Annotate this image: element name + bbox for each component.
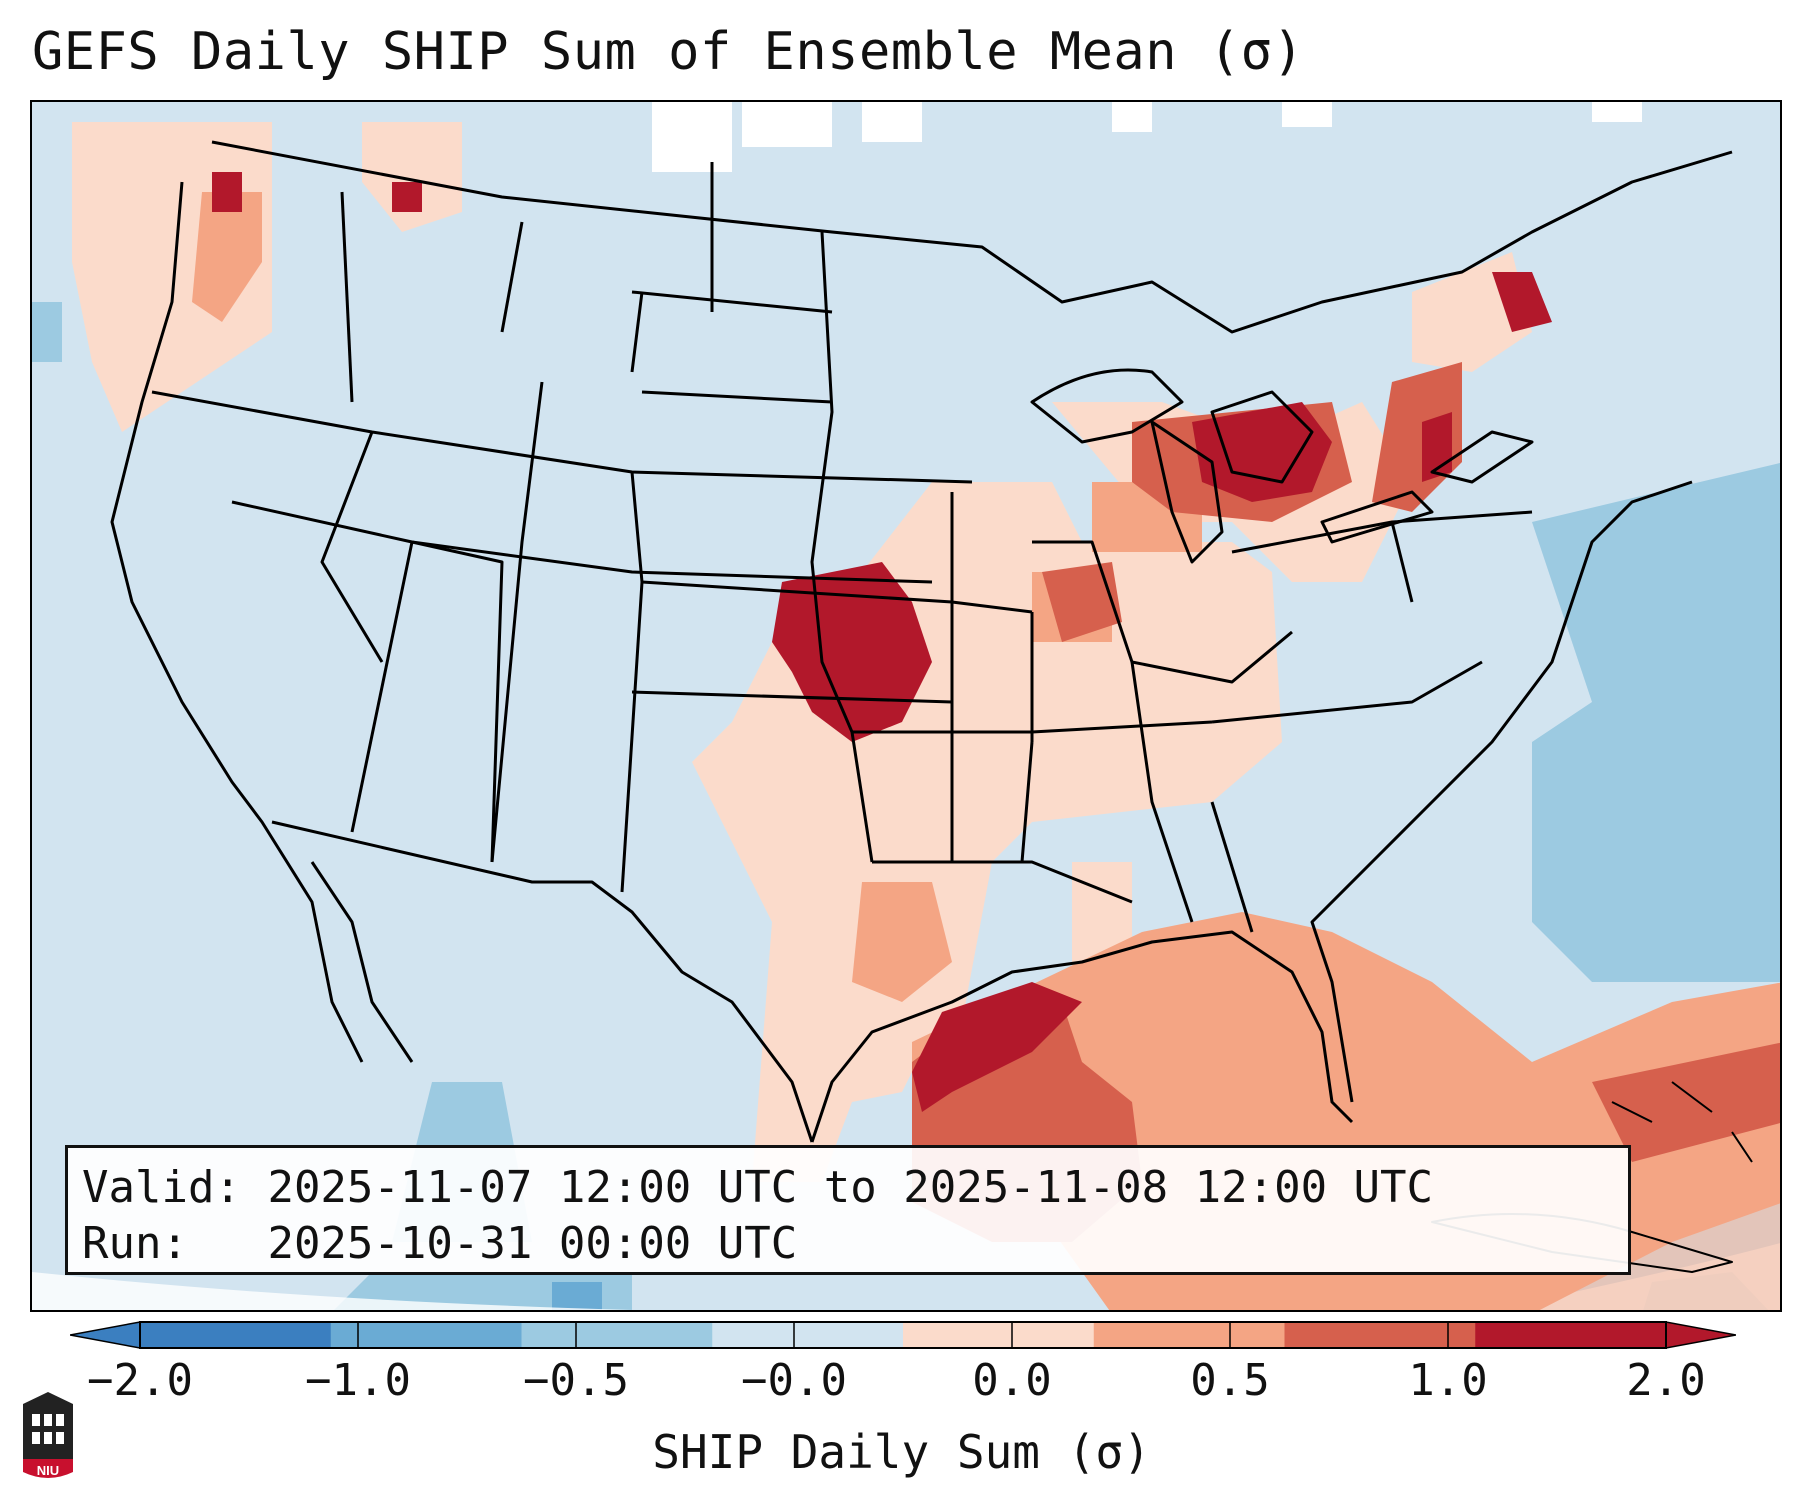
colorbar-segment: [330, 1322, 522, 1348]
colorbar-tick-label: 0.5: [1190, 1355, 1270, 1406]
extreme-positive-anomalies: [212, 172, 1552, 1112]
colorbar-tick-label: 1.0: [1408, 1355, 1488, 1406]
colorbar-segment: [521, 1322, 713, 1348]
colorbar-segment: [140, 1322, 332, 1348]
colorbar-tick-label: −2.0: [87, 1355, 193, 1406]
colorbar-extend-low: [70, 1321, 141, 1349]
map-canvas: [32, 102, 1780, 1310]
colorbar-extend-high: [1665, 1321, 1736, 1349]
colorbar-tick-label: 0.0: [972, 1355, 1052, 1406]
colorbar-tick-label: −0.0: [741, 1355, 847, 1406]
colorbar-tick-label: −0.5: [523, 1355, 629, 1406]
colorbar-segment: [1093, 1322, 1285, 1348]
neutral-patches: [652, 102, 1642, 172]
map-panel: [30, 100, 1782, 1312]
logo-text: NIU: [37, 1463, 59, 1478]
validity-info-box: Valid: 2025-11-07 12:00 UTC to 2025-11-0…: [65, 1145, 1631, 1275]
colorbar-tick-label: 2.0: [1626, 1355, 1706, 1406]
niu-logo-icon: NIU: [23, 1392, 73, 1478]
colorbar-segment: [1475, 1322, 1667, 1348]
colorbar-label: SHIP Daily Sum (σ): [652, 1425, 1151, 1479]
colorbar-tick-label: −1.0: [305, 1355, 411, 1406]
colorbar-segment: [1284, 1322, 1476, 1348]
colorbar-segment: [712, 1322, 904, 1348]
valid-value: 2025-11-07 12:00 UTC to 2025-11-08 12:00…: [267, 1162, 1434, 1213]
colorbar-ticks: −2.0 −1.0 −0.5 −0.0 0.0 0.5 1.0 2.0: [0, 1355, 1803, 1406]
map-title: GEFS Daily SHIP Sum of Ensemble Mean (σ): [32, 22, 1305, 82]
colorbar-segment: [903, 1322, 1095, 1348]
run-label: Run:: [82, 1218, 188, 1269]
colorbar: [70, 1321, 1736, 1349]
run-value: 2025-10-31 00:00 UTC: [267, 1218, 798, 1269]
valid-label: Valid:: [82, 1162, 241, 1213]
political-boundaries: [110, 140, 1753, 1273]
